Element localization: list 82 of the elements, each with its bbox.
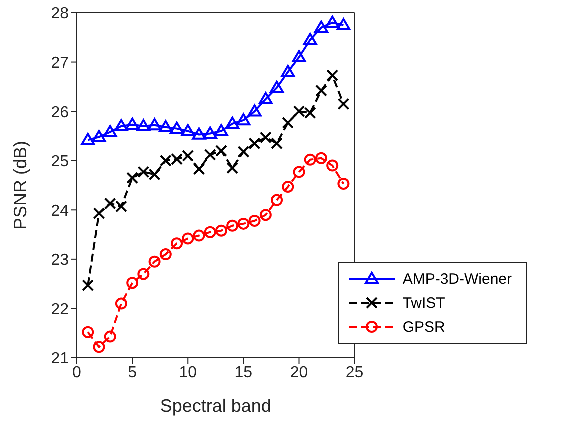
x-tick-label: 15 [234, 364, 253, 382]
point [103, 125, 118, 138]
point [282, 180, 294, 193]
point [315, 84, 328, 97]
point [181, 124, 196, 136]
point [170, 122, 184, 134]
point [282, 116, 294, 129]
y-axis-title: PSNR (dB) [10, 140, 30, 230]
point [226, 116, 240, 130]
point [114, 119, 128, 132]
point [203, 126, 218, 139]
x-tick-label: 25 [346, 364, 364, 382]
point [292, 50, 306, 63]
point [336, 18, 351, 31]
point [314, 20, 328, 33]
x-tick-label: 5 [128, 364, 138, 382]
point [126, 277, 139, 290]
point [238, 146, 250, 158]
point [158, 120, 173, 133]
point [160, 248, 172, 260]
point [115, 298, 128, 310]
point [238, 218, 250, 230]
point [82, 326, 94, 338]
point [248, 138, 261, 150]
y-tick-label: 23 [51, 252, 70, 270]
point [271, 138, 284, 150]
y-tick-label: 24 [51, 202, 70, 220]
point [136, 119, 151, 132]
legend-label: GPSR [402, 318, 446, 336]
point [326, 16, 340, 28]
x-axis-title: Spectral band [160, 396, 272, 416]
point [93, 208, 106, 220]
point [315, 152, 328, 164]
point [326, 70, 339, 82]
point [126, 172, 139, 184]
point [204, 148, 216, 161]
x-tick-label: 10 [179, 364, 198, 382]
point [338, 178, 350, 190]
x-tick-label: 20 [290, 364, 308, 382]
point [182, 232, 194, 245]
point [126, 118, 140, 130]
legend-label: AMP-3D-Wiener [402, 270, 512, 288]
legend-label: TwIST [402, 294, 446, 312]
point [270, 80, 284, 94]
point [92, 130, 106, 142]
point [303, 33, 318, 46]
point [148, 118, 162, 131]
point [193, 230, 206, 242]
y-tick-label: 21 [51, 350, 70, 368]
point [148, 256, 161, 268]
y-tick-label: 27 [51, 54, 70, 72]
point [326, 160, 339, 172]
point [226, 162, 239, 174]
point [104, 330, 116, 343]
point [81, 133, 96, 146]
point [258, 92, 273, 104]
point [138, 268, 150, 280]
point [226, 220, 239, 232]
point [192, 128, 206, 140]
x-tick-label: 0 [72, 364, 82, 382]
point [215, 224, 228, 237]
point [304, 154, 316, 166]
point [82, 280, 94, 292]
point [271, 194, 284, 206]
point [260, 209, 272, 222]
point [204, 226, 216, 238]
y-tick-label: 26 [51, 104, 70, 122]
point [93, 341, 106, 354]
point [248, 214, 261, 227]
point [236, 113, 251, 126]
point [193, 163, 206, 176]
point [171, 238, 184, 250]
point [293, 166, 306, 178]
y-tick-label: 22 [51, 301, 70, 318]
y-tick-label: 25 [51, 154, 70, 171]
point [281, 65, 296, 78]
point [338, 98, 350, 110]
point [260, 132, 272, 144]
point [248, 104, 262, 117]
point [215, 145, 228, 157]
y-tick-label: 28 [51, 6, 70, 23]
point [214, 124, 228, 136]
